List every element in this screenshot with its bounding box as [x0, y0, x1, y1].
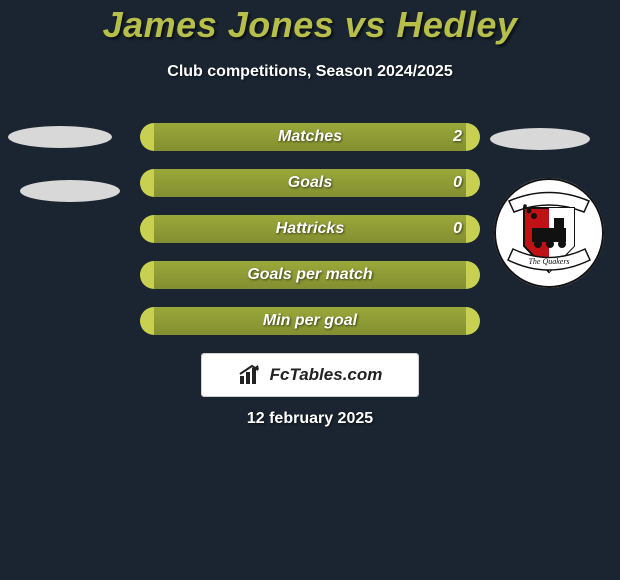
decoration-ellipse	[8, 126, 112, 148]
club-badge: The Quakers	[494, 178, 604, 288]
page-subtitle: Club competitions, Season 2024/2025	[0, 63, 620, 81]
date-label: 12 february 2025	[0, 410, 620, 428]
badge-banner-text: The Quakers	[528, 257, 569, 266]
stats-card: James Jones vs Hedley Club competitions,…	[0, 0, 620, 580]
stat-bar: Goals per match	[140, 261, 480, 289]
decoration-ellipse	[20, 180, 120, 202]
stat-bar: Matches2	[140, 123, 480, 151]
club-badge-svg: The Quakers	[494, 178, 604, 288]
brand-inner: FcTables.com	[202, 354, 418, 396]
stat-bar: Hattricks0	[140, 215, 480, 243]
stat-bar-label: Min per goal	[140, 307, 480, 335]
stat-bar: Min per goal	[140, 307, 480, 335]
stat-bar-label: Goals per match	[140, 261, 480, 289]
brand-box: FcTables.com	[202, 354, 418, 396]
stat-bar-label: Goals	[140, 169, 480, 197]
bars-icon	[238, 364, 264, 386]
decoration-ellipse	[490, 128, 590, 150]
page-title: James Jones vs Hedley	[0, 4, 620, 46]
comparison-bars: Matches2Goals0Hattricks0Goals per matchM…	[140, 123, 480, 353]
stat-bar-right-value: 0	[453, 215, 462, 243]
stat-bar-label: Matches	[140, 123, 480, 151]
stat-bar-right-value: 0	[453, 169, 462, 197]
brand-text: FcTables.com	[270, 365, 383, 385]
stat-bar-right-value: 2	[453, 123, 462, 151]
stat-bar-label: Hattricks	[140, 215, 480, 243]
stat-bar: Goals0	[140, 169, 480, 197]
